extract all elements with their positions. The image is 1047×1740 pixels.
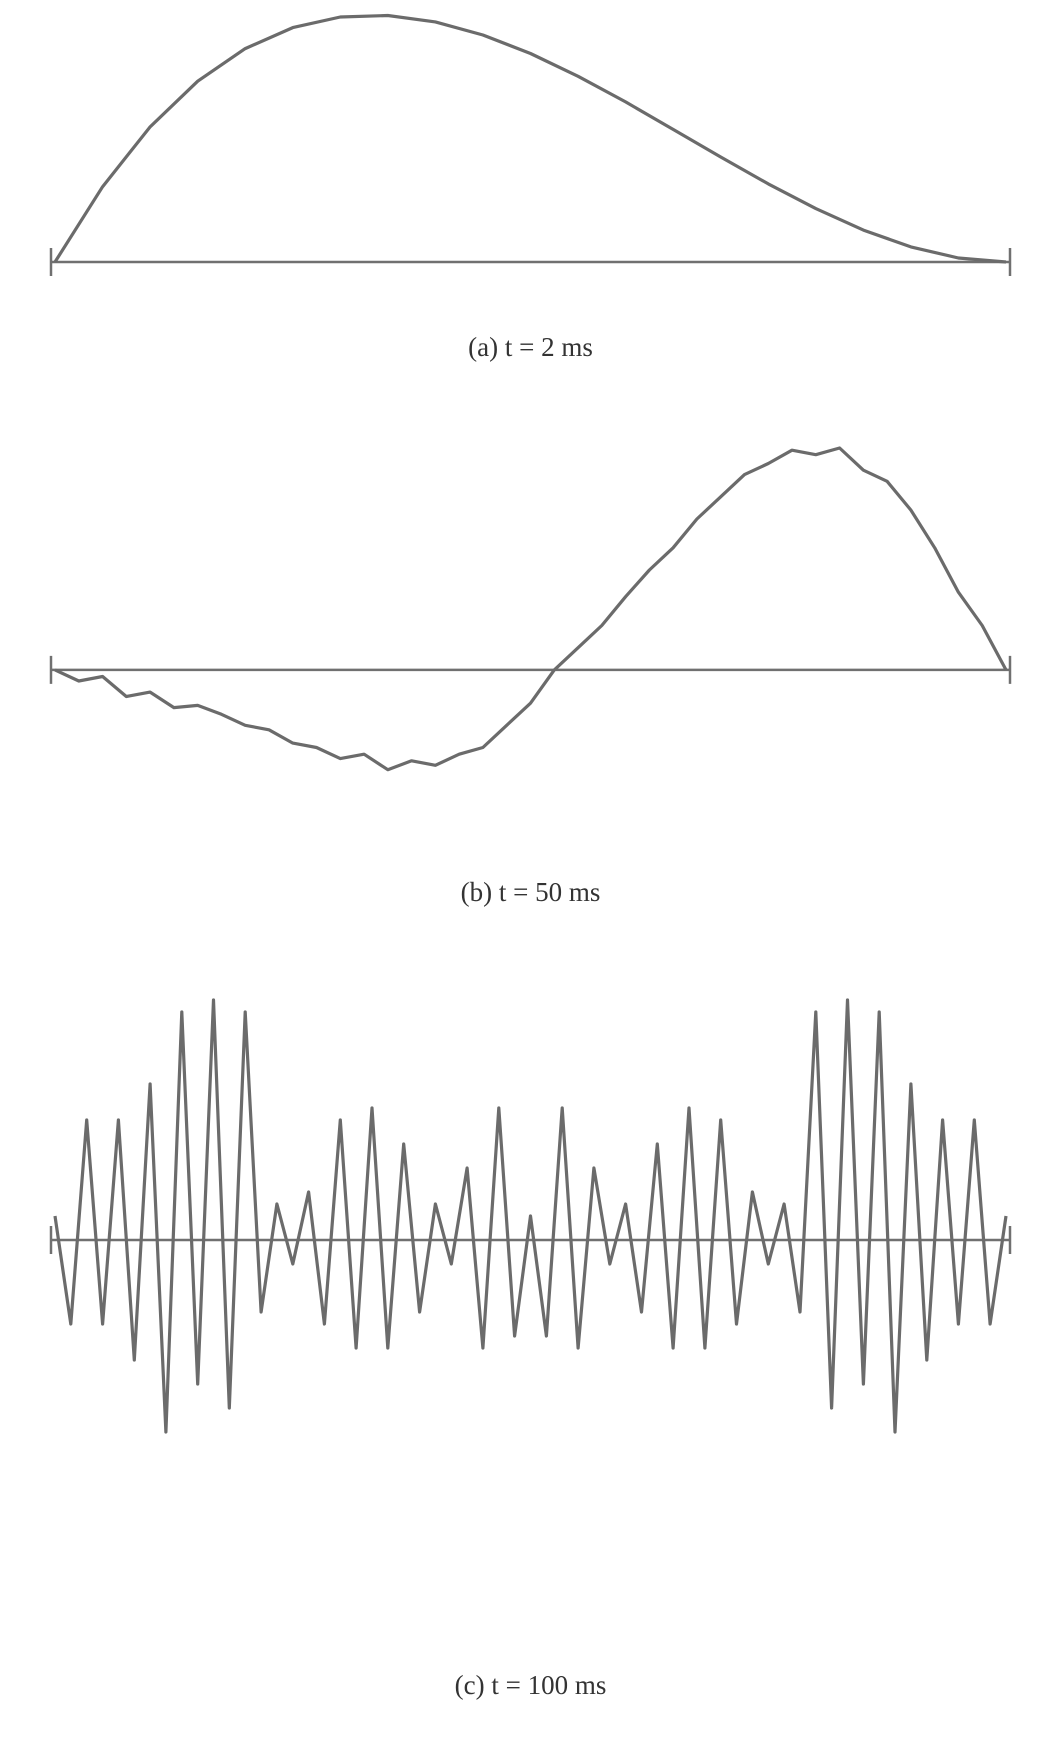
waveform (53, 13, 1007, 264)
caption: (a) t = 2 ms (468, 332, 593, 362)
caption: (c) t = 100 ms (455, 1670, 607, 1700)
waveform (53, 998, 1008, 1434)
caption: (b) t = 50 ms (461, 877, 601, 907)
waveform (54, 446, 1008, 772)
